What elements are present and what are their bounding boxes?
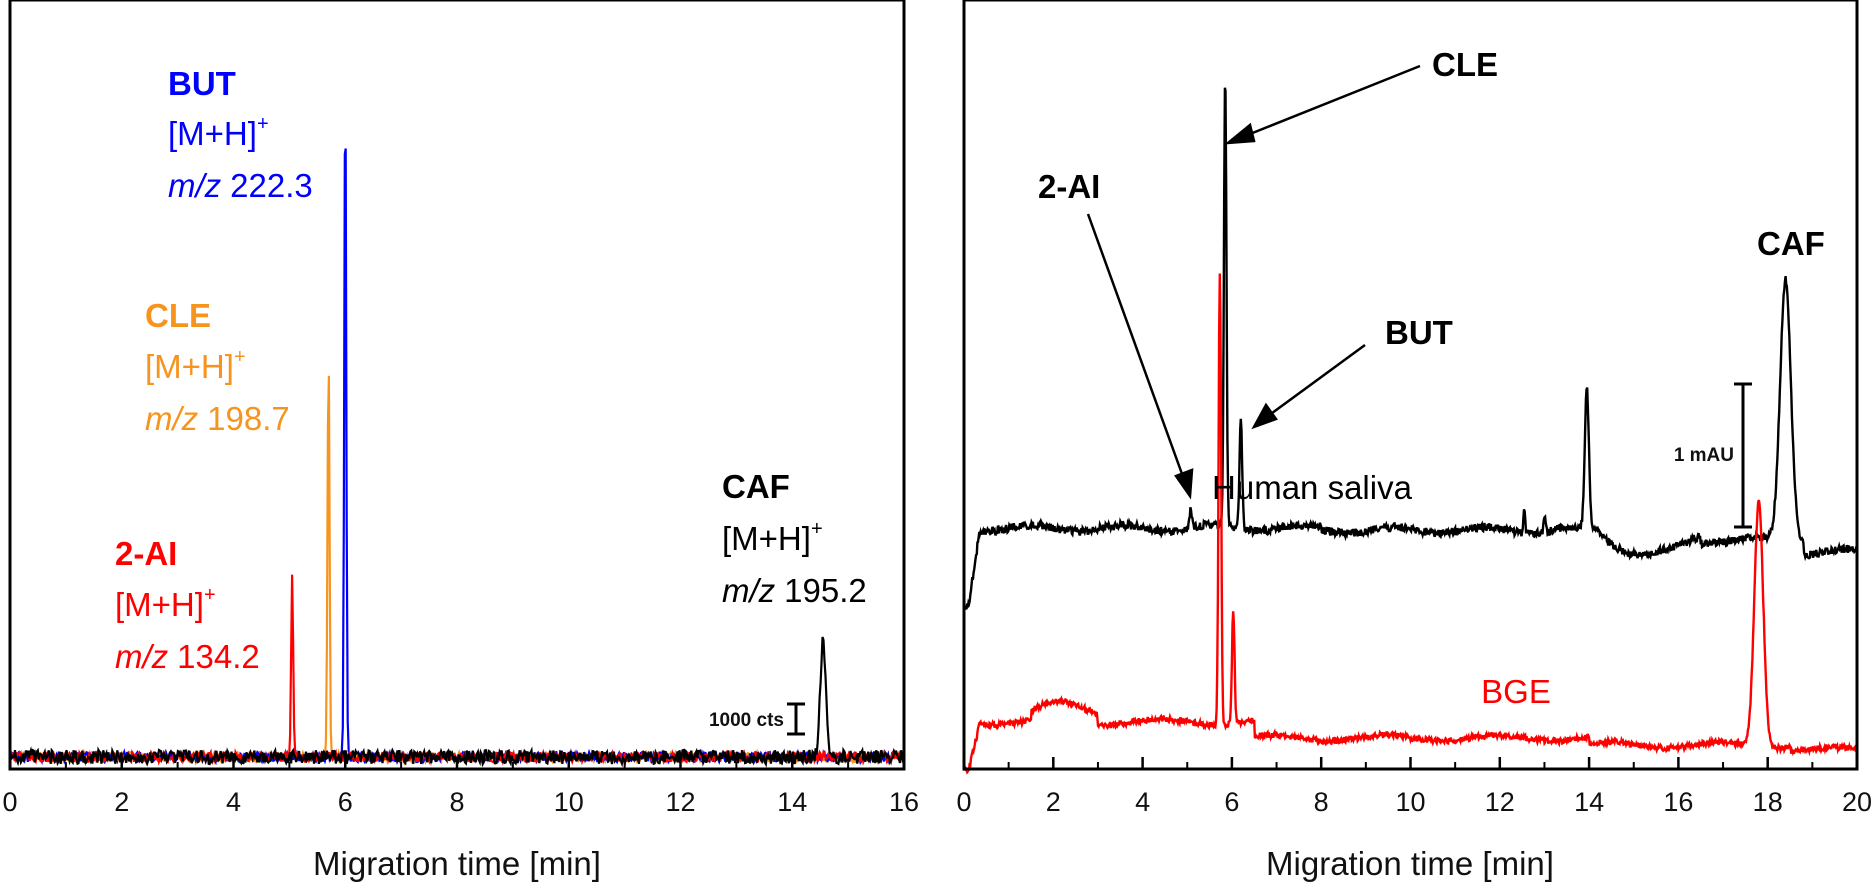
right-trace-human-saliva	[962, 87, 1859, 610]
arrow-2ai	[1086, 213, 1188, 486]
cle-mz-prefix: m/z	[145, 400, 199, 437]
right-x-axis-title: Migration time [min]	[1266, 845, 1554, 882]
but-charge: +	[257, 113, 269, 135]
cle-mz-value: 198.7	[207, 400, 290, 437]
left-panel: 0 2 4 6 8 10 12 14 16 1000 cts BUT [M+H]+ m/z 222…	[2, 0, 919, 882]
annotation-cle: CLE [M+H]+ m/z 198.7	[145, 297, 290, 437]
caf-name-left: CAF	[722, 468, 790, 505]
left-x-axis-title: Migration time [min]	[313, 845, 601, 882]
cle-ion-text: [M+H]	[145, 348, 234, 385]
caf-mz: m/z 195.2	[722, 572, 867, 609]
right-x-tick-label: 6	[1224, 787, 1239, 817]
left-x-tick-label: 10	[554, 787, 584, 817]
left-scale-bar: 1000 cts	[709, 702, 805, 736]
cle-charge: +	[234, 346, 246, 368]
cle-label-right: CLE	[1432, 46, 1498, 83]
annotation-caf-left: CAF [M+H]+ m/z 195.2	[722, 468, 867, 609]
right-x-tick-label: 8	[1314, 787, 1329, 817]
cle-ion: [M+H]+	[145, 346, 246, 385]
left-scale-bar-label: 1000 cts	[709, 710, 784, 731]
left-x-tick-label: 14	[777, 787, 807, 817]
annotation-2ai: 2-AI [M+H]+ m/z 134.2	[115, 535, 260, 675]
caf-ion: [M+H]+	[722, 518, 823, 557]
left-x-tick-label: 2	[114, 787, 129, 817]
2ai-name: 2-AI	[115, 535, 177, 572]
saliva-trace-label: Human saliva	[1212, 469, 1413, 506]
annotation-but: BUT [M+H]+ m/z 222.3	[168, 65, 313, 204]
but-mz-value: 222.3	[230, 167, 313, 204]
but-ion: [M+H]+	[168, 113, 269, 152]
right-x-tick-label: 2	[1046, 787, 1061, 817]
but-label-right: BUT	[1385, 314, 1453, 351]
2ai-ion: [M+H]+	[115, 584, 216, 623]
but-mz-prefix: m/z	[168, 167, 222, 204]
right-scale-bar: 1 mAU	[1674, 382, 1752, 529]
caf-mz-value: 195.2	[784, 572, 867, 609]
bge-trace-label: BGE	[1481, 673, 1551, 710]
right-scale-bar-label: 1 mAU	[1674, 445, 1734, 466]
cle-mz: m/z 198.7	[145, 400, 290, 437]
cle-name: CLE	[145, 297, 211, 334]
right-x-tick-label: 14	[1574, 787, 1604, 817]
left-x-tick-label: 6	[338, 787, 353, 817]
left-x-tick-label: 0	[2, 787, 17, 817]
2ai-mz: m/z 134.2	[115, 638, 260, 675]
2ai-ion-text: [M+H]	[115, 586, 204, 623]
right-x-ticks: 0 2 4 6 8 10 12 14 16 18 20	[956, 757, 1872, 817]
but-mz: m/z 222.3	[168, 167, 313, 204]
arrow-cle	[1239, 64, 1421, 140]
but-ion-text: [M+H]	[168, 115, 257, 152]
right-x-tick-label: 0	[956, 787, 971, 817]
left-x-tick-label: 8	[449, 787, 464, 817]
right-panel: 0 2 4 6 8 10 12 14 16 18 20 CLE 2-AI BUT CAF Human…	[956, 0, 1872, 882]
2ai-mz-prefix: m/z	[115, 638, 169, 675]
but-name: BUT	[168, 65, 236, 102]
2ai-label-right: 2-AI	[1038, 168, 1100, 205]
caf-ion-text: [M+H]	[722, 520, 811, 557]
left-x-tick-label: 12	[665, 787, 695, 817]
caf-charge: +	[811, 518, 823, 540]
caf-label-right: CAF	[1757, 225, 1825, 262]
right-arrows	[1086, 64, 1421, 500]
2ai-mz-value: 134.2	[177, 638, 260, 675]
right-x-tick-label: 16	[1663, 787, 1693, 817]
right-x-tick-label: 10	[1395, 787, 1425, 817]
arrow-but	[1263, 343, 1366, 421]
caf-mz-prefix: m/z	[722, 572, 776, 609]
arrow-but-head	[1251, 402, 1278, 430]
right-x-tick-label: 20	[1842, 787, 1872, 817]
right-x-tick-label: 18	[1753, 787, 1783, 817]
left-x-ticks: 0 2 4 6 8 10 12 14 16	[2, 757, 919, 817]
2ai-charge: +	[204, 584, 216, 606]
right-x-tick-label: 4	[1135, 787, 1150, 817]
arrow-2ai-head	[1174, 468, 1194, 500]
right-plot-frame	[962, 0, 1859, 771]
right-traces	[962, 87, 1859, 775]
left-x-tick-label: 4	[226, 787, 241, 817]
right-x-tick-label: 12	[1485, 787, 1515, 817]
left-x-tick-label: 16	[889, 787, 919, 817]
right-trace-bge	[962, 273, 1859, 775]
arrow-cle-head	[1224, 122, 1256, 145]
